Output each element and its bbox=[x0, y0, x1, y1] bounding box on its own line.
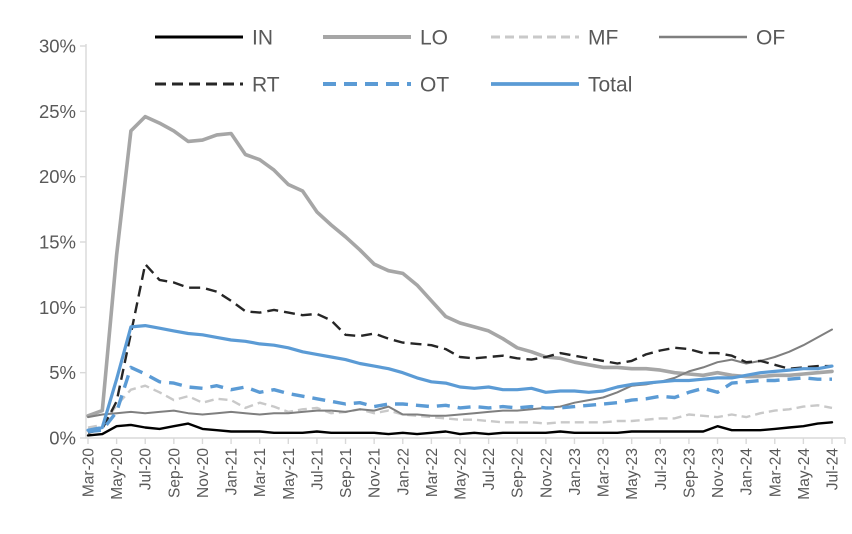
x-axis-label: Jul-20 bbox=[138, 448, 155, 491]
legend-label-MF: MF bbox=[588, 27, 618, 50]
legend-item-IN: IN bbox=[155, 27, 273, 50]
x-axis-label: May-20 bbox=[109, 448, 126, 500]
legend-item-Total: Total bbox=[491, 74, 632, 97]
x-axis-label: May-23 bbox=[624, 448, 641, 500]
series-line-Total bbox=[86, 324, 834, 432]
x-axis-label: Mar-21 bbox=[252, 448, 269, 497]
legend-item-RT: RT bbox=[155, 74, 280, 97]
series-line-OT bbox=[87, 365, 832, 434]
x-axis-label: Mar-23 bbox=[596, 448, 613, 497]
x-axis-label: Jul-22 bbox=[481, 448, 498, 490]
y-axis-label: 10% bbox=[39, 297, 76, 318]
x-axis-label: Sep-21 bbox=[338, 448, 355, 498]
y-axis-label: 5% bbox=[49, 362, 76, 383]
legend-label-Total: Total bbox=[588, 74, 632, 97]
legend-label-LO: LO bbox=[420, 27, 448, 50]
y-axis-label: 20% bbox=[39, 166, 76, 187]
x-axis-label: Mar-20 bbox=[81, 448, 98, 497]
x-axis-label: Jan-23 bbox=[567, 448, 584, 495]
x-axis-label: May-21 bbox=[281, 448, 298, 500]
y-axis-label: 15% bbox=[39, 232, 76, 253]
series-line-RT bbox=[87, 263, 832, 434]
x-axis-label: Nov-22 bbox=[538, 448, 555, 498]
legend-item-OT: OT bbox=[323, 74, 449, 97]
x-axis-label: Jan-21 bbox=[224, 448, 241, 495]
x-axis-label: Nov-21 bbox=[367, 448, 384, 498]
y-axis-label: 25% bbox=[39, 101, 76, 122]
x-axis-label: Jul-24 bbox=[825, 448, 842, 491]
x-axis-label: May-22 bbox=[453, 448, 470, 500]
x-axis-label: Jan-22 bbox=[395, 448, 412, 495]
legend-item-MF: MF bbox=[491, 27, 618, 50]
legend-item-LO: LO bbox=[323, 27, 448, 50]
x-axis-label: Jul-23 bbox=[653, 448, 670, 490]
x-axis-label: Sep-20 bbox=[166, 448, 183, 498]
series-line-IN bbox=[86, 421, 834, 437]
legend-item-OF: OF bbox=[659, 27, 785, 50]
series-line-MF bbox=[87, 384, 833, 429]
legend-label-RT: RT bbox=[252, 74, 280, 97]
series-line-LO bbox=[86, 114, 834, 418]
x-axis-label: Nov-20 bbox=[195, 448, 212, 498]
y-axis-label: 30% bbox=[39, 36, 76, 57]
x-axis-label: Mar-24 bbox=[767, 448, 784, 497]
legend-label-OF: OF bbox=[756, 27, 785, 50]
x-axis-label: Sep-22 bbox=[510, 448, 527, 498]
y-axis-label: 0% bbox=[49, 428, 76, 449]
legend-label-OT: OT bbox=[420, 74, 449, 97]
x-axis-label: Mar-22 bbox=[424, 448, 441, 497]
x-axis-label: Jan-24 bbox=[739, 448, 756, 496]
legend-label-IN: IN bbox=[252, 27, 273, 50]
x-axis-label: Sep-23 bbox=[681, 448, 698, 498]
series-line-OF bbox=[87, 328, 833, 419]
x-axis-label: May-24 bbox=[796, 448, 813, 500]
x-axis-label: Nov-23 bbox=[710, 448, 727, 498]
x-axis-label: Jul-21 bbox=[309, 448, 326, 490]
